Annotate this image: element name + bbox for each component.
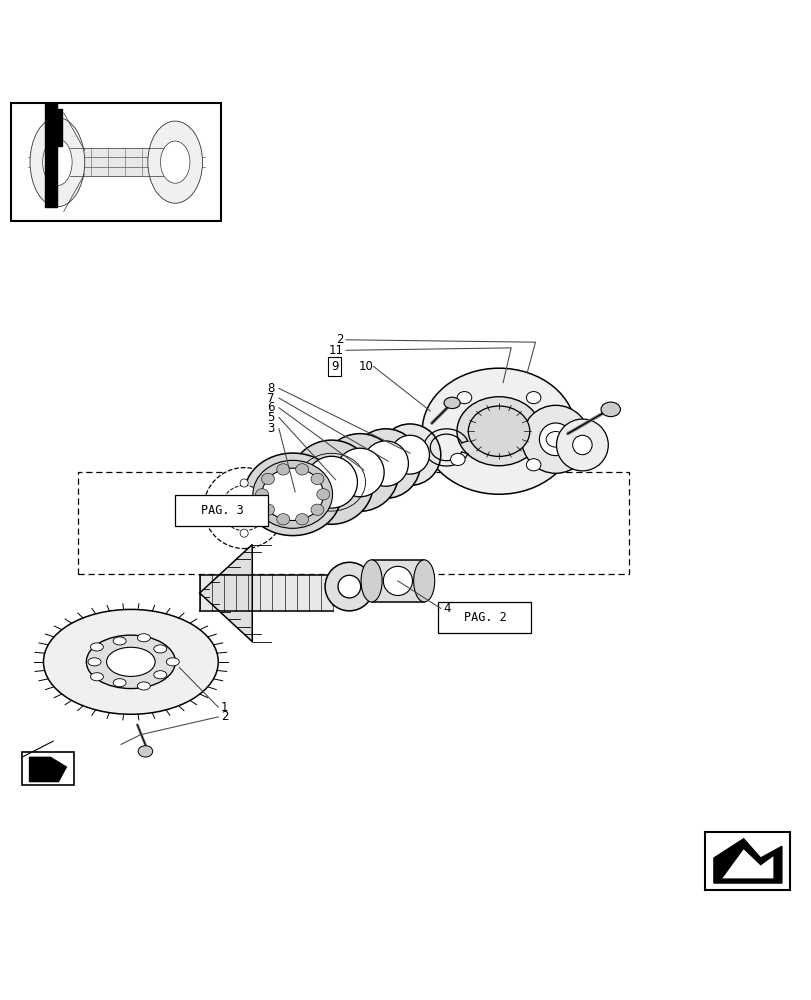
Ellipse shape: [90, 643, 103, 651]
Text: 10: 10: [358, 360, 374, 373]
Ellipse shape: [539, 423, 571, 456]
Ellipse shape: [88, 658, 101, 666]
Ellipse shape: [262, 468, 323, 520]
Ellipse shape: [350, 429, 420, 498]
Ellipse shape: [450, 453, 465, 465]
Ellipse shape: [86, 635, 175, 689]
Ellipse shape: [44, 609, 218, 714]
Ellipse shape: [305, 456, 357, 508]
Text: 1: 1: [221, 701, 228, 714]
Ellipse shape: [261, 473, 274, 485]
Text: 8: 8: [267, 382, 275, 395]
Ellipse shape: [289, 440, 373, 524]
Text: 9: 9: [331, 360, 338, 373]
Ellipse shape: [526, 459, 540, 471]
Ellipse shape: [546, 431, 564, 447]
Ellipse shape: [413, 560, 434, 602]
Ellipse shape: [153, 671, 166, 679]
Ellipse shape: [138, 746, 152, 757]
Ellipse shape: [526, 392, 540, 404]
Bar: [11, 103, 221, 221]
Polygon shape: [29, 757, 67, 782]
Ellipse shape: [324, 562, 373, 611]
Text: 4: 4: [443, 602, 450, 615]
Ellipse shape: [521, 405, 589, 473]
Ellipse shape: [113, 679, 126, 687]
Ellipse shape: [90, 673, 103, 681]
Bar: [175, 495, 268, 526]
Ellipse shape: [363, 441, 408, 486]
Ellipse shape: [335, 448, 384, 497]
Ellipse shape: [240, 529, 248, 537]
Ellipse shape: [379, 424, 440, 485]
Ellipse shape: [244, 453, 341, 536]
Ellipse shape: [153, 645, 166, 653]
Text: 3: 3: [267, 422, 275, 435]
Ellipse shape: [252, 460, 333, 528]
Text: PAG. 2: PAG. 2: [463, 611, 505, 624]
Bar: [705, 832, 789, 890]
Circle shape: [221, 485, 267, 531]
Ellipse shape: [390, 435, 429, 474]
Bar: [78, 472, 628, 574]
Ellipse shape: [261, 504, 274, 515]
Polygon shape: [200, 545, 252, 642]
Ellipse shape: [457, 392, 471, 404]
Ellipse shape: [106, 647, 155, 676]
Ellipse shape: [572, 435, 591, 455]
Text: PAG. 3: PAG. 3: [200, 504, 243, 517]
Ellipse shape: [240, 479, 248, 487]
Ellipse shape: [265, 504, 273, 512]
Ellipse shape: [383, 566, 412, 595]
Ellipse shape: [30, 118, 84, 207]
Ellipse shape: [148, 121, 202, 203]
Text: 5: 5: [267, 411, 275, 424]
Ellipse shape: [422, 368, 575, 494]
Ellipse shape: [457, 397, 540, 466]
Ellipse shape: [444, 397, 460, 409]
Ellipse shape: [468, 406, 529, 456]
Text: 6: 6: [267, 401, 275, 414]
Ellipse shape: [255, 489, 268, 500]
Ellipse shape: [295, 514, 308, 525]
Bar: [22, 752, 74, 785]
Bar: [438, 602, 530, 633]
Ellipse shape: [161, 141, 190, 183]
Text: 2: 2: [221, 710, 228, 723]
Text: 11: 11: [328, 344, 343, 357]
Text: 2: 2: [336, 333, 343, 346]
Ellipse shape: [361, 560, 382, 602]
Ellipse shape: [215, 504, 223, 512]
Ellipse shape: [137, 682, 150, 690]
Ellipse shape: [556, 419, 607, 471]
Polygon shape: [722, 849, 772, 878]
Circle shape: [204, 468, 285, 549]
Bar: [371, 560, 423, 602]
Ellipse shape: [137, 634, 150, 642]
Polygon shape: [713, 839, 781, 883]
Ellipse shape: [277, 514, 290, 525]
Ellipse shape: [320, 434, 398, 511]
Ellipse shape: [311, 473, 324, 485]
Ellipse shape: [295, 464, 308, 475]
Ellipse shape: [113, 637, 126, 645]
Ellipse shape: [600, 402, 620, 417]
Ellipse shape: [166, 658, 179, 666]
Ellipse shape: [316, 489, 329, 500]
Ellipse shape: [277, 464, 290, 475]
Ellipse shape: [337, 575, 360, 598]
Text: 7: 7: [267, 392, 275, 405]
Ellipse shape: [43, 139, 72, 186]
Ellipse shape: [311, 504, 324, 515]
